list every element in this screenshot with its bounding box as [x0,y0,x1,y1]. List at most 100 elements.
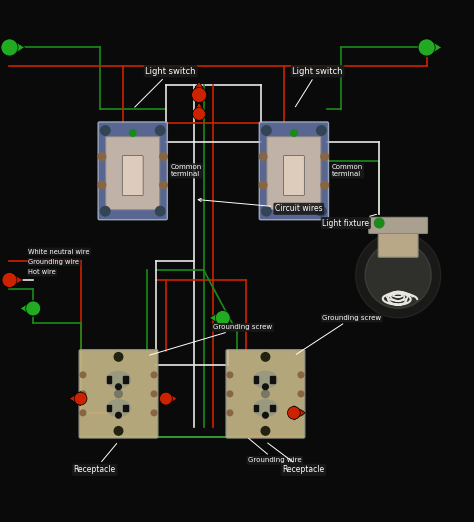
Circle shape [263,412,268,418]
Circle shape [115,390,122,398]
Polygon shape [9,271,23,288]
Text: Common
terminal: Common terminal [332,164,363,177]
Circle shape [151,391,157,397]
Circle shape [74,392,87,405]
Ellipse shape [107,400,130,417]
Circle shape [317,126,326,135]
Circle shape [287,407,301,419]
Circle shape [262,390,269,398]
Circle shape [159,392,173,405]
Circle shape [80,372,86,378]
Text: Common
terminal: Common terminal [171,164,202,177]
Text: Grounding wire: Grounding wire [248,438,302,464]
FancyBboxPatch shape [259,122,328,220]
Text: Grounding wire: Grounding wire [28,259,80,265]
Polygon shape [69,392,81,406]
Circle shape [151,410,157,416]
Ellipse shape [107,371,130,388]
Circle shape [100,126,110,135]
FancyBboxPatch shape [106,137,160,210]
Circle shape [26,301,41,316]
Ellipse shape [254,400,277,417]
Bar [107,376,111,383]
Bar [270,376,275,383]
Bar [254,376,258,383]
Circle shape [80,410,86,416]
Circle shape [160,181,167,189]
Circle shape [261,426,270,435]
Circle shape [98,181,106,189]
FancyBboxPatch shape [79,350,158,438]
Polygon shape [166,392,177,406]
Circle shape [155,126,165,135]
Text: Light fixture: Light fixture [322,215,376,228]
Circle shape [155,206,165,216]
Circle shape [418,39,435,56]
Circle shape [192,108,206,120]
Circle shape [191,87,207,102]
Circle shape [129,129,136,136]
Polygon shape [20,300,33,317]
Circle shape [374,218,384,228]
Circle shape [259,181,267,189]
Circle shape [298,372,304,378]
Circle shape [227,372,233,378]
Circle shape [98,153,106,160]
Polygon shape [427,38,442,57]
Circle shape [100,206,110,216]
Text: Hot wire: Hot wire [28,269,56,276]
Circle shape [80,391,86,397]
Circle shape [262,126,271,135]
Circle shape [365,242,431,309]
Circle shape [261,352,270,361]
Bar [270,405,275,411]
FancyBboxPatch shape [98,122,167,220]
Circle shape [160,153,167,160]
Circle shape [114,352,123,361]
Circle shape [227,410,233,416]
FancyBboxPatch shape [122,156,143,196]
Polygon shape [210,310,223,326]
FancyBboxPatch shape [283,156,304,196]
Circle shape [298,391,304,397]
Text: White neutral wire: White neutral wire [28,248,90,255]
Text: Receptacle: Receptacle [268,443,324,474]
Bar [123,405,128,411]
Circle shape [317,206,326,216]
Circle shape [262,206,271,216]
Circle shape [259,153,267,160]
FancyBboxPatch shape [226,350,305,438]
Circle shape [291,129,297,136]
Polygon shape [191,81,207,95]
Circle shape [116,384,121,389]
Text: Grounding screw: Grounding screw [150,325,273,355]
Polygon shape [294,406,305,420]
FancyBboxPatch shape [369,217,428,233]
Circle shape [2,272,17,288]
Bar [254,405,258,411]
Circle shape [356,232,441,318]
Circle shape [1,39,18,56]
Circle shape [298,410,304,416]
Circle shape [215,311,230,325]
Circle shape [227,391,233,397]
Circle shape [321,153,328,160]
Circle shape [151,372,157,378]
Text: Circuit wires: Circuit wires [198,198,322,213]
Bar [107,405,111,411]
Circle shape [321,181,328,189]
Text: Light switch: Light switch [135,67,196,107]
Circle shape [376,220,383,227]
FancyBboxPatch shape [267,137,321,210]
Circle shape [114,426,123,435]
Bar [123,376,128,383]
Polygon shape [192,102,206,114]
Polygon shape [9,38,25,57]
Text: Grounding screw: Grounding screw [296,315,382,354]
FancyBboxPatch shape [378,232,418,257]
Ellipse shape [254,371,277,388]
Text: Light switch: Light switch [292,67,343,107]
Text: Receptacle: Receptacle [74,444,117,474]
Circle shape [263,384,268,389]
Circle shape [116,412,121,418]
